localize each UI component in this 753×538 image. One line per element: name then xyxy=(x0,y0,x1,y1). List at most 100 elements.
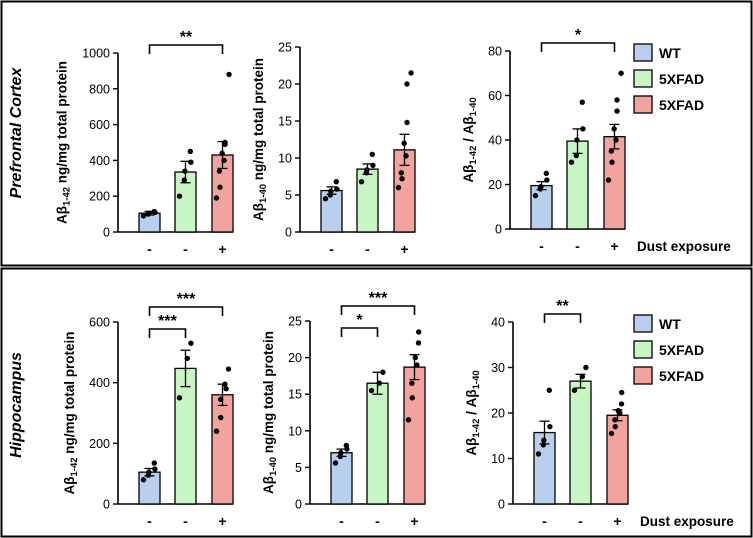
data-point xyxy=(613,137,619,143)
data-point xyxy=(615,408,621,414)
y-tick-label: 20 xyxy=(488,178,502,192)
data-point xyxy=(370,162,376,169)
data-point xyxy=(414,362,420,368)
ylabel-sub: 1-40 xyxy=(268,457,279,476)
bar-2 xyxy=(403,366,426,505)
legend-label-0: WT xyxy=(659,316,681,332)
dust-exposure-label: Dust exposure xyxy=(637,239,731,254)
data-point xyxy=(614,97,620,103)
data-point xyxy=(332,460,339,466)
dust-tick-0: - xyxy=(339,513,344,529)
bar-1 xyxy=(569,380,592,505)
panel-frame-hippocampus xyxy=(0,267,753,538)
data-point xyxy=(573,152,579,159)
legend-label-2: 5XFAD xyxy=(659,97,704,113)
bar-1 xyxy=(356,168,379,233)
data-point xyxy=(580,126,586,132)
data-point xyxy=(376,380,382,386)
data-point xyxy=(415,340,422,346)
data-point xyxy=(611,126,617,132)
y-tick-label: 0 xyxy=(103,226,110,240)
ylabel-prefix: Aβ xyxy=(62,477,77,495)
panel-frame-prefrontal-cortex xyxy=(0,0,753,267)
data-point xyxy=(188,340,194,346)
y-tick-label: 600 xyxy=(89,316,110,330)
significance-bracket xyxy=(540,42,616,52)
data-point xyxy=(368,387,375,394)
data-point xyxy=(222,381,228,387)
y-tick-label: 5 xyxy=(295,461,302,475)
data-point xyxy=(404,81,410,87)
data-point xyxy=(333,178,339,185)
data-point xyxy=(151,208,157,215)
y-tick-label: 1000 xyxy=(82,47,110,61)
data-point xyxy=(338,450,344,456)
data-point xyxy=(225,366,232,372)
y-tick-label: 80 xyxy=(488,45,502,59)
data-point xyxy=(535,451,542,457)
data-point xyxy=(547,423,553,430)
data-point xyxy=(583,364,589,371)
dust-tick-1: - xyxy=(575,238,580,254)
chart-pfc-ab40: 0 5 10 15 20 25 Aβ1-40 ng/mg total protein - - + xyxy=(251,41,416,257)
y-tick-label: 20 xyxy=(278,78,292,92)
significance-label: ** xyxy=(180,29,193,46)
dust-tick-1: - xyxy=(183,241,188,257)
ylabel-prefix: Aβ xyxy=(464,438,479,456)
y-tick-label: 0 xyxy=(103,498,110,512)
data-point xyxy=(544,177,550,183)
data-point xyxy=(605,177,612,183)
y-tick-label: 800 xyxy=(89,82,110,96)
data-point xyxy=(618,70,624,76)
data-point xyxy=(146,210,152,216)
chart-hip-ab42: 0 200 400 600 Aβ1-42 ng/mg total protein - - + *… xyxy=(62,291,234,529)
data-point xyxy=(538,184,544,190)
data-point xyxy=(187,148,193,155)
ylabel-prefix: Aβ xyxy=(261,476,276,494)
y-axis-label: Aβ1-40 ng/mg total protein xyxy=(251,58,269,221)
y-tick-label: 40 xyxy=(491,316,505,330)
data-point xyxy=(182,168,188,174)
data-point xyxy=(399,176,405,182)
data-point xyxy=(398,170,405,176)
chart-pfc-ab42: 0 200 400 600 800 1000 Aβ1-42 ng/mg total prot… xyxy=(54,29,234,257)
dust-tick-2: + xyxy=(410,513,418,529)
y-axis-label: Aβ1-40 ng/mg total protein xyxy=(261,331,279,494)
data-point xyxy=(218,414,224,421)
data-point xyxy=(401,140,407,146)
dust-tick-0: - xyxy=(542,513,547,529)
y-tick-label: 10 xyxy=(491,452,505,466)
ylabel-prefix: Aβ xyxy=(461,165,476,183)
data-point xyxy=(176,193,183,199)
data-point xyxy=(608,430,615,437)
significance-bracket xyxy=(148,44,224,54)
significance-bracket xyxy=(340,305,416,315)
dust-tick-2: + xyxy=(613,513,621,529)
data-point xyxy=(221,157,227,164)
data-point xyxy=(416,329,422,335)
y-tick-label: 400 xyxy=(89,154,110,168)
data-point xyxy=(328,188,334,194)
legend-label-1: 5XFAD xyxy=(659,342,704,358)
data-point xyxy=(619,389,625,396)
ylabel-sub-42: 1-42 xyxy=(468,146,479,165)
data-point xyxy=(217,184,223,190)
dust-tick-1: - xyxy=(578,513,583,529)
y-tick-label: 40 xyxy=(488,134,502,148)
dust-tick-0: - xyxy=(147,241,152,257)
data-point xyxy=(541,437,547,443)
bar-2 xyxy=(211,394,234,505)
data-point xyxy=(334,186,340,192)
data-point xyxy=(412,354,418,361)
ylabel-prefix: Aβ xyxy=(54,206,69,224)
data-point xyxy=(181,177,187,183)
y-tick-label: 30 xyxy=(491,361,505,375)
data-point xyxy=(609,159,615,165)
significance-label: * xyxy=(575,27,582,44)
dust-tick-2: + xyxy=(400,241,408,257)
data-point xyxy=(140,213,147,219)
data-point xyxy=(579,373,585,380)
data-point xyxy=(614,108,620,114)
